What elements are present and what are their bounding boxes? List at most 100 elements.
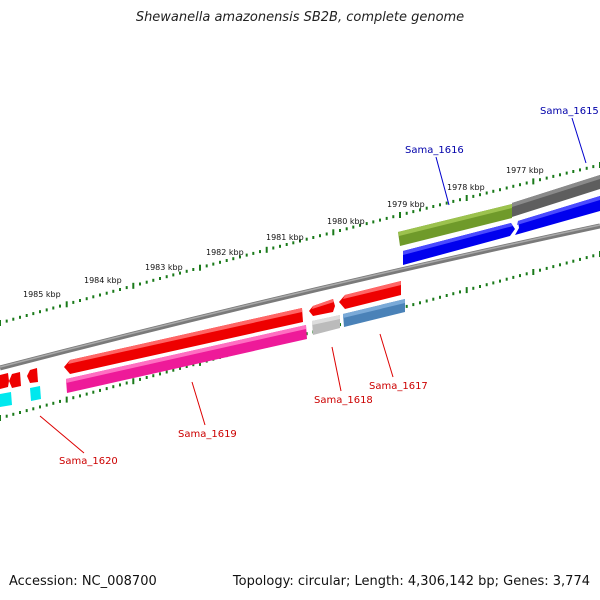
leader-sama-1619 <box>191 381 206 426</box>
scale-inner-minor-tick <box>445 294 448 297</box>
scale-outer-minor-tick <box>32 312 35 316</box>
scale-outer-minor-tick <box>379 218 381 222</box>
scale-inner-minor-tick <box>592 254 595 258</box>
scale-outer-minor-tick <box>12 317 15 321</box>
scale-inner-major-tick <box>532 269 535 275</box>
scale-outer-major-tick <box>132 282 135 289</box>
scale-outer-minor-tick <box>585 166 588 170</box>
scale-label: 1984 kbp <box>84 276 122 285</box>
scale-inner-minor-tick <box>72 396 75 400</box>
scale-label: 1981 kbp <box>266 233 304 242</box>
scale-outer-minor-tick <box>152 278 155 282</box>
scale-outer-minor-tick <box>5 319 8 323</box>
scale-inner-minor-tick <box>25 409 28 413</box>
scale-outer-minor-tick <box>452 199 455 203</box>
scale-outer-minor-tick <box>172 273 175 277</box>
gene-feature-red-left-1[interactable] <box>0 373 9 389</box>
scale-outer-minor-tick <box>119 288 121 291</box>
scale-inner-minor-tick <box>12 412 15 416</box>
scale-inner-minor-tick <box>545 266 548 270</box>
scale-outer-minor-tick <box>185 269 188 273</box>
scale-outer-minor-tick <box>325 232 328 236</box>
scale-outer-minor-tick <box>252 251 255 255</box>
gene-feature-sama-1616-top <box>398 204 512 236</box>
gene-label-sama-1619[interactable]: Sama_1619 <box>178 429 237 440</box>
gene-feature-red-left-2[interactable] <box>9 372 21 388</box>
gene-feature-red-small-top <box>312 299 334 309</box>
scale-inner-minor-tick <box>92 390 95 394</box>
gene-label-sama-1616[interactable]: Sama_1616 <box>405 145 464 156</box>
scale-inner-minor-tick <box>5 414 8 418</box>
scale-inner-minor-tick <box>305 332 308 336</box>
scale-inner-minor-tick <box>32 407 35 411</box>
scale-inner-minor-tick <box>425 299 428 303</box>
leader-sama-1616 <box>435 156 450 206</box>
scale-inner-minor-tick <box>492 281 495 285</box>
scale-inner-major-tick <box>465 287 468 294</box>
scale-outer-minor-tick <box>92 295 95 299</box>
scale-outer-minor-tick <box>479 193 481 197</box>
gene-label-sama-1617[interactable]: Sama_1617 <box>369 381 428 392</box>
scale-inner-minor-tick <box>19 411 21 414</box>
scale-outer-minor-tick <box>425 206 428 210</box>
gene-feature-blue-1[interactable] <box>403 223 515 265</box>
scale-inner-minor-tick <box>419 301 421 305</box>
scale-inner-minor-tick <box>99 388 101 392</box>
gene-feature-cyan-left[interactable] <box>0 392 12 407</box>
scale-outer-minor-tick <box>232 257 235 261</box>
scale-outer-minor-tick <box>539 178 541 182</box>
scale-inner-major-tick <box>0 415 1 421</box>
scale-outer-minor-tick <box>165 275 168 279</box>
scale-outer-minor-tick <box>292 241 295 245</box>
scale-outer-major-tick <box>0 320 1 326</box>
scale-label: 1982 kbp <box>206 248 244 257</box>
scale-outer-minor-tick <box>365 222 368 226</box>
scale-inner-minor-tick <box>59 399 61 403</box>
gene-label-sama-1615[interactable]: Sama_1615 <box>540 106 599 117</box>
scale-outer-minor-tick <box>305 237 308 241</box>
scale-outer-major-tick <box>465 195 468 201</box>
scale-label: 1977 kbp <box>506 166 544 175</box>
scale-inner-minor-tick <box>559 263 561 267</box>
scale-outer-minor-tick <box>445 201 448 205</box>
scale-inner-minor-tick <box>572 259 575 263</box>
scale-outer-minor-tick <box>385 216 388 220</box>
gene-feature-sama-1620[interactable] <box>30 386 41 401</box>
scale-outer-minor-tick <box>392 215 395 219</box>
scale-outer-major-tick <box>532 178 535 185</box>
gene-label-sama-1620[interactable]: Sama_1620 <box>59 456 118 467</box>
scale-inner-minor-tick <box>472 286 475 290</box>
genome-backbone-highlight <box>0 224 600 368</box>
scale-inner-minor-tick <box>192 363 195 367</box>
scale-outer-minor-tick <box>432 205 435 208</box>
scale-outer-minor-tick <box>459 198 461 202</box>
scale-inner-minor-tick <box>172 368 175 372</box>
scale-outer-minor-tick <box>519 183 521 187</box>
scale-outer-minor-tick <box>205 264 208 268</box>
scale-label: 1978 kbp <box>447 183 485 192</box>
gene-feature-red-left-3[interactable] <box>27 368 38 383</box>
scale-outer-minor-tick <box>419 208 421 212</box>
leader-sama-1617 <box>379 333 394 378</box>
scale-outer-minor-tick <box>219 260 221 264</box>
gene-feature-sama-1618-top <box>312 315 340 325</box>
map-title: Shewanella amazonensis SB2B, complete ge… <box>135 10 465 25</box>
scale-outer-minor-tick <box>545 176 548 180</box>
scale-label: 1985 kbp <box>23 290 61 299</box>
scale-outer-minor-tick <box>139 282 141 286</box>
scale-inner-minor-tick <box>485 283 488 287</box>
scale-outer-minor-tick <box>225 259 228 262</box>
scale-inner-minor-tick <box>125 381 128 385</box>
gene-feature-sama-1619-top <box>66 325 306 383</box>
scale-inner-minor-tick <box>85 392 88 396</box>
gene-label-sama-1618[interactable]: Sama_1618 <box>314 395 373 406</box>
label-leaders <box>39 117 587 454</box>
scale-outer-minor-tick <box>352 225 355 229</box>
scale-inner-minor-tick <box>45 403 48 407</box>
gene-feature-blue-2-top <box>517 196 600 225</box>
scale-outer-major-tick <box>332 229 335 236</box>
scale-outer-minor-tick <box>259 250 261 254</box>
scale-inner-minor-tick <box>512 275 515 279</box>
scale-inner-minor-tick <box>179 366 181 370</box>
